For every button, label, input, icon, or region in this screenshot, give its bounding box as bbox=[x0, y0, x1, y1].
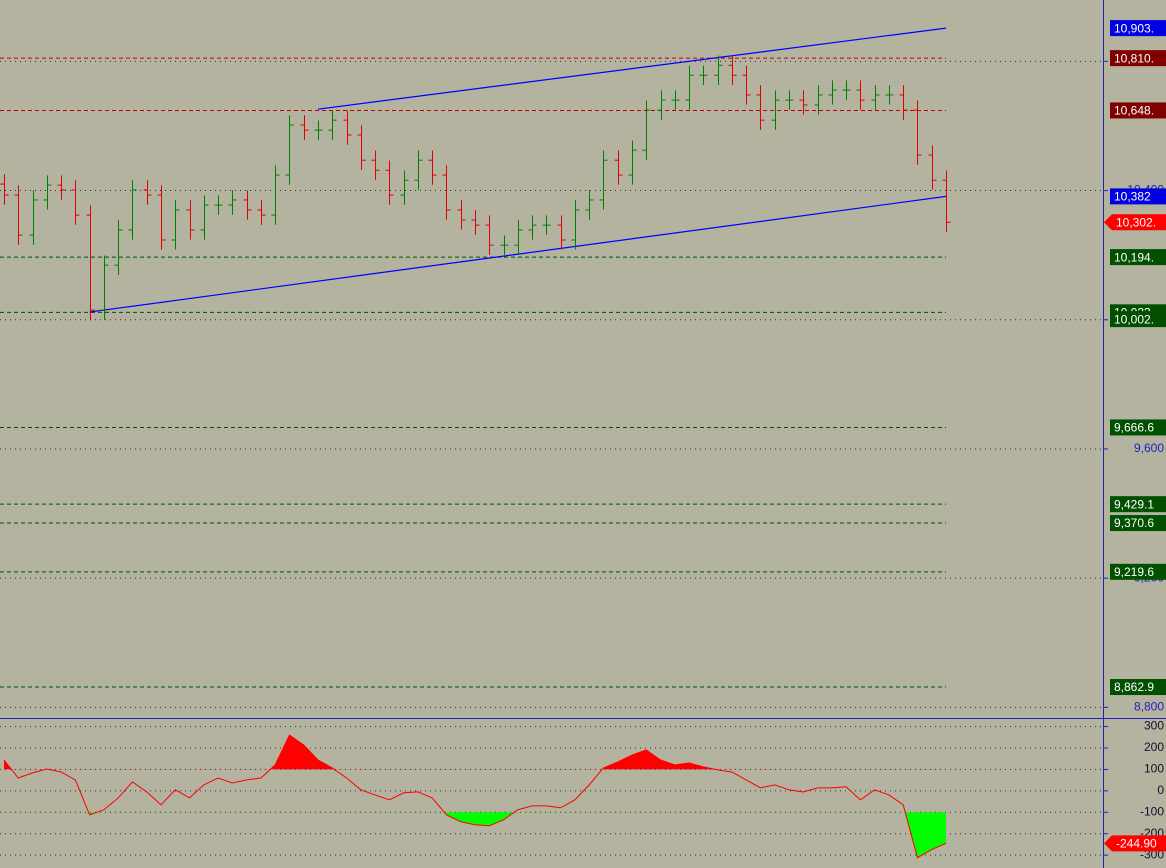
price-label: 8,862.9 bbox=[1114, 680, 1154, 694]
price-label: 9,370.6 bbox=[1114, 516, 1154, 530]
price-label-box bbox=[1110, 419, 1166, 436]
trendline bbox=[317, 27, 947, 110]
price-label-box bbox=[1110, 249, 1166, 266]
upper-area bbox=[3, 735, 716, 770]
price-label: 9,666.6 bbox=[1114, 421, 1154, 435]
y-tick-label: 0 bbox=[1157, 783, 1164, 797]
price-label-box bbox=[1110, 20, 1166, 37]
indicator-line bbox=[3, 734, 947, 859]
price-label-box bbox=[1110, 188, 1166, 205]
lower-area bbox=[3, 812, 946, 858]
price-label: 10,002. bbox=[1114, 312, 1154, 326]
price-label-box bbox=[1110, 102, 1166, 119]
price-label-box bbox=[1110, 311, 1166, 328]
price-label-box bbox=[1104, 214, 1166, 231]
price-label: 9,219.6 bbox=[1114, 565, 1154, 579]
y-tick-label: 200 bbox=[1144, 740, 1164, 754]
y-tick-label: -100 bbox=[1140, 804, 1164, 818]
price-label-box bbox=[1104, 835, 1166, 852]
price-label-box bbox=[1110, 563, 1166, 580]
price-label: 9,429.1 bbox=[1114, 497, 1154, 511]
price-label-box bbox=[1110, 679, 1166, 696]
price-label: 10,302. bbox=[1116, 215, 1156, 229]
price-label-box bbox=[1110, 50, 1166, 67]
price-label: 10,810. bbox=[1114, 51, 1154, 65]
price-label-box bbox=[1110, 496, 1166, 513]
price-label: -244.90 bbox=[1116, 837, 1157, 851]
price-label: 10,648. bbox=[1114, 104, 1154, 118]
price-label: 10,194. bbox=[1114, 250, 1154, 264]
y-tick-label: 300 bbox=[1144, 719, 1164, 733]
y-tick-label: 100 bbox=[1144, 762, 1164, 776]
y-tick-label: 8,800 bbox=[1134, 700, 1164, 714]
trendline bbox=[89, 195, 947, 313]
price-label: 10,382 bbox=[1114, 190, 1151, 204]
price-label: 10,903. bbox=[1114, 21, 1154, 35]
price-label-box bbox=[1110, 515, 1166, 532]
y-tick-label: 9,600 bbox=[1134, 441, 1164, 455]
